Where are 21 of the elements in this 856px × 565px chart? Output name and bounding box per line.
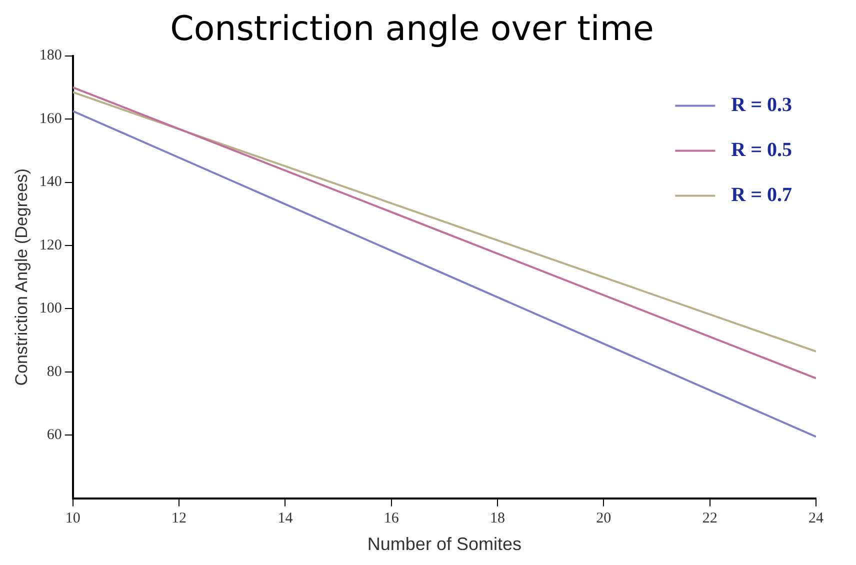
x-axis-title: Number of Somites	[367, 534, 522, 554]
y-tick-label: 100	[39, 300, 62, 317]
y-tick-label: 140	[39, 174, 62, 190]
y-tick-label: 80	[46, 364, 62, 380]
legend-label: R = 0.3	[731, 94, 792, 116]
y-axis-title: Constriction Angle (Degrees)	[12, 168, 31, 386]
legend-label: R = 0.5	[731, 138, 792, 161]
y-tick-label: 60	[46, 427, 62, 444]
x-tick-label: 18	[490, 510, 506, 526]
x-tick-label: 16	[384, 510, 400, 526]
y-tick-label: 120	[39, 237, 62, 254]
x-tick-label: 12	[172, 510, 187, 526]
x-tick-label: 14	[278, 510, 294, 526]
x-tick-label: 24	[808, 510, 824, 526]
chart-title: Constriction angle over time	[170, 9, 654, 50]
x-tick-label: 10	[65, 510, 80, 526]
x-tick-label: 20	[596, 510, 612, 526]
x-tick-label: 22	[702, 510, 718, 526]
y-tick-label: 180	[39, 48, 62, 64]
y-tick-label: 160	[39, 110, 62, 127]
legend-label: R = 0.7	[731, 184, 792, 206]
